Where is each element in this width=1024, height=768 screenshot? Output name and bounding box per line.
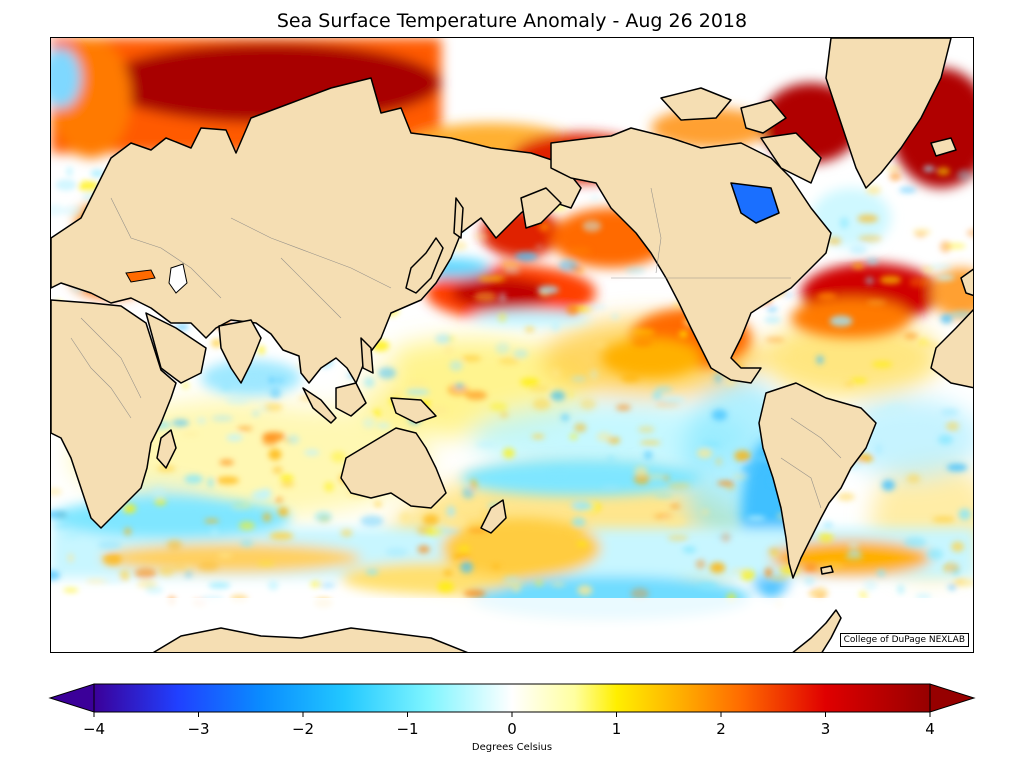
india-landmass [218, 319, 262, 384]
west-africa-edge-landmass [930, 309, 973, 389]
sst-anomaly-map [51, 38, 973, 652]
sumatra-landmass [302, 387, 337, 424]
kamchatka-landmass [520, 187, 562, 229]
credit-label: College of DuPage NEXLAB [839, 633, 969, 647]
colorbar-tick-label: −3 [187, 720, 209, 738]
madagascar-landmass [156, 429, 177, 469]
colorbar: −4 −3 −2 −1 0 1 2 3 4 [48, 683, 976, 738]
new-zealand-landmass [480, 499, 507, 534]
anomaly-field [51, 38, 973, 652]
map-panel: College of DuPage NEXLAB [50, 37, 974, 653]
sakhalin-landmass [453, 197, 464, 239]
hudson-bay-water [730, 182, 780, 224]
greenland-landmass [825, 38, 952, 189]
black-sea [125, 269, 156, 283]
colorbar-tick-label: −2 [292, 720, 314, 738]
australia-landmass [340, 427, 447, 509]
colorbar-high-extend [929, 683, 976, 713]
colorbar-tick-label: 3 [821, 720, 831, 738]
philippines-landmass [360, 337, 374, 374]
colorbar-tick-label: 4 [925, 720, 935, 738]
baffin-island-landmass [760, 132, 822, 184]
arabia-landmass [145, 312, 207, 384]
south-america-landmass [758, 382, 877, 579]
antarctica-landmass [152, 627, 469, 652]
colorbar-body [48, 683, 976, 713]
political-borders [70, 187, 842, 509]
inland-waters [125, 263, 188, 294]
borneo-landmass [335, 382, 367, 417]
colorbar-tick-label: −4 [83, 720, 105, 738]
map-title: Sea Surface Temperature Anomaly - Aug 26… [276, 10, 748, 32]
antarctic-peninsula-landmass [792, 609, 842, 652]
colorbar-low-extend [48, 683, 95, 713]
africa-landmass [51, 299, 177, 529]
colorbar-tick-label: 1 [612, 720, 622, 738]
europe-edge-landmass [960, 268, 973, 297]
new-guinea-landmass [390, 397, 437, 424]
colorbar-tick-label: 2 [716, 720, 726, 738]
falklands-landmass [820, 565, 834, 575]
caspian-sea [168, 263, 188, 294]
arctic-island-landmass [740, 99, 787, 134]
colorbar-tick-label: −1 [396, 720, 418, 738]
japan-landmass [405, 237, 444, 294]
colorbar-tick-label: 0 [507, 720, 517, 738]
land-masses [51, 38, 973, 652]
iceland-landmass [930, 137, 957, 157]
arctic-island-landmass [660, 87, 732, 121]
colorbar-gradient [93, 683, 931, 713]
colorbar-ticks: −4 −3 −2 −1 0 1 2 3 4 [83, 712, 935, 738]
colorbar-label: Degrees Celsius [471, 742, 553, 753]
